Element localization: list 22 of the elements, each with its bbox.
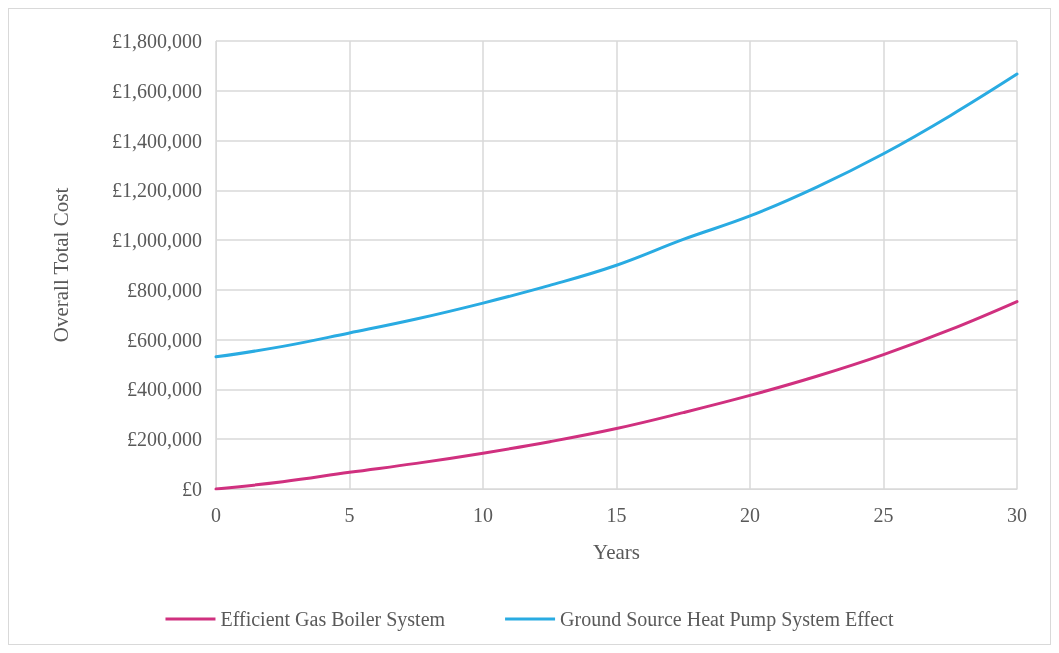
y-tick-label: £200,000 xyxy=(127,428,202,451)
y-tick-label: £1,800,000 xyxy=(112,30,202,52)
x-axis-title: Years xyxy=(593,539,640,564)
y-tick-label: £0 xyxy=(182,478,202,500)
y-tick-label: £600,000 xyxy=(127,328,202,351)
x-tick-label: 30 xyxy=(1007,504,1027,526)
legend-label: Ground Source Heat Pump System Effect xyxy=(560,608,894,631)
x-tick-label: 0 xyxy=(211,504,221,526)
y-tick-label: £1,400,000 xyxy=(112,129,202,152)
x-tick-label: 20 xyxy=(740,504,760,526)
y-tick-label: £800,000 xyxy=(127,278,202,301)
y-tick-label: £1,600,000 xyxy=(112,79,202,102)
x-tick-label: 10 xyxy=(473,504,493,526)
y-axis-title: Overall Total Cost xyxy=(48,187,73,343)
x-tick-label: 5 xyxy=(344,504,355,526)
legend-label: Efficient Gas Boiler System xyxy=(220,608,446,631)
line-series xyxy=(214,72,1019,359)
x-tick-label: 15 xyxy=(606,504,627,526)
y-tick-label: £1,000,000 xyxy=(112,229,202,252)
y-tick-label: £400,000 xyxy=(127,378,202,401)
x-tick-label: 25 xyxy=(873,504,894,526)
y-tick-label: £1,200,000 xyxy=(112,179,202,202)
